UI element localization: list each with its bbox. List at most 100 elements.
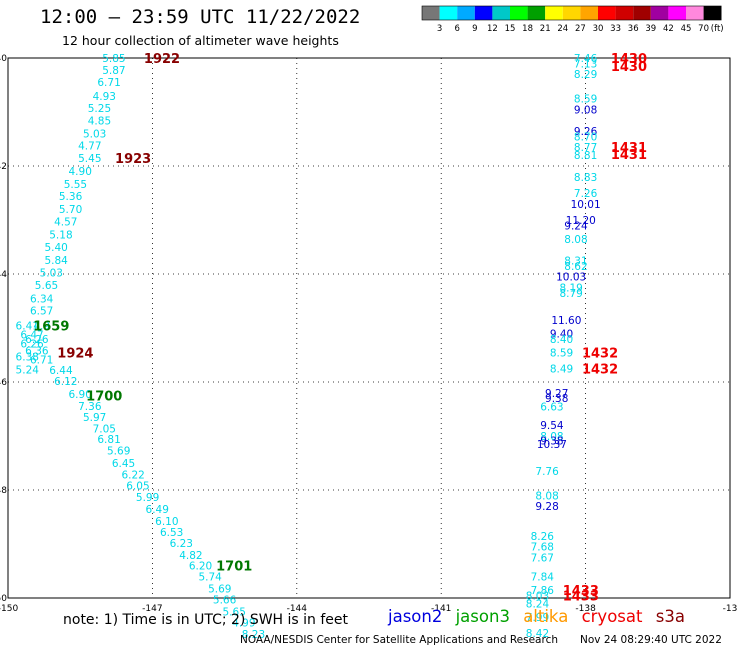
swh-value-label: 5.36 [59, 191, 83, 203]
colorbar-swatch [545, 6, 563, 20]
colorbar-tick-label: 12 [487, 24, 498, 34]
swh-value-label: 5.03 [40, 267, 63, 279]
swh-value-label: 7.26 [574, 188, 598, 200]
swh-value-label: 7.67 [531, 553, 554, 565]
colorbar-tick-label: 21 [540, 24, 551, 34]
swh-value-label: 6.49 [146, 504, 169, 516]
y-tick-label: -48 [0, 486, 7, 496]
swh-value-label: 6.05 [126, 481, 149, 493]
colorbar-tick-label: 3 [437, 24, 442, 34]
colorbar-swatch [457, 6, 475, 20]
swh-value-label: 5.70 [59, 204, 82, 216]
swh-value-label: 5.99 [136, 492, 159, 504]
colorbar-tick-label: 9 [472, 24, 477, 34]
colorbar-tick-label: 27 [575, 24, 586, 34]
colorbar-tick-label: 42 [663, 24, 674, 34]
swh-value-label: 5.87 [102, 65, 125, 77]
legend-cryosat: cryosat [581, 607, 643, 626]
swh-value-label: 8.77 [574, 142, 597, 154]
y-tick-label: -46 [0, 378, 7, 388]
swh-value-label: 8.26 [531, 531, 555, 543]
footer-note: note: 1) Time is in UTC; 2) SWH is in fe… [63, 612, 349, 628]
swh-value-label: 8.81 [574, 150, 597, 162]
y-tick-label: -40 [0, 54, 7, 64]
swh-value-label: 9.38 [545, 393, 568, 405]
swh-value-label: 6.81 [97, 434, 120, 446]
pass-time-label: 1431 [611, 141, 647, 156]
swh-value-label: 8.49 [550, 364, 573, 376]
swh-value-label: 8.08 [564, 234, 587, 246]
y-tick-label: -42 [0, 162, 7, 172]
colorbar-tick-label: 39 [645, 24, 656, 34]
swh-value-label: 4.57 [54, 217, 77, 229]
swh-value-label: 6.26 [25, 334, 49, 346]
pass-time-label: 1431 [611, 148, 647, 163]
legend-jason2: jason2 [388, 607, 443, 626]
colorbar-tick-label: 6 [454, 24, 459, 34]
pass-time-label: 1432 [582, 346, 618, 361]
swh-value-label: 5.97 [83, 412, 106, 424]
swh-value-label: 8.19 [559, 283, 582, 295]
swh-value-label: 7.68 [531, 542, 554, 554]
x-tick-label: -150 [0, 604, 18, 614]
legend-jason3: jason3 [455, 607, 510, 626]
colorbar-tick-label: 18 [522, 24, 533, 34]
swh-value-label: 6.45 [112, 458, 135, 470]
swh-value-label: 5.55 [64, 179, 87, 191]
swh-value-label: 7.13 [574, 58, 597, 70]
colorbar-tick-label: 36 [628, 24, 639, 34]
swh-value-label: 9.27 [545, 388, 568, 400]
swh-value-label: 4.90 [69, 166, 92, 178]
pass-time-label: 1701 [216, 560, 252, 575]
swh-value-label: 5.85 [102, 53, 125, 65]
swh-value-label: 6.47 [20, 329, 43, 341]
swh-value-label: 11.60 [551, 315, 581, 327]
chart-subtitle: 12 hour collection of altimeter wave hei… [62, 33, 339, 48]
colorbar-swatch [527, 6, 546, 20]
swh-value-label: 7.36 [78, 401, 102, 413]
swh-value-label: 6.36 [25, 346, 49, 358]
swh-value-label: 9.40 [550, 328, 573, 340]
swh-value-label: 7.05 [93, 423, 116, 435]
y-tick-label: -50 [0, 594, 7, 604]
colorbar-tick-label: 30 [593, 24, 604, 34]
x-tick-label: -138 [575, 604, 596, 614]
pass-time-label: 1700 [86, 390, 122, 405]
swh-value-label: 7.99 [526, 612, 549, 624]
legend-altika: altika [523, 607, 569, 626]
swh-value-label: 6.41 [16, 320, 39, 332]
swh-value-label: 4.82 [179, 550, 202, 562]
colorbar-swatch [492, 6, 510, 20]
swh-value-label: 8.59 [550, 347, 573, 359]
swh-value-label: 8.31 [564, 256, 587, 268]
swh-value-label: 10.01 [571, 199, 601, 211]
swh-value-label: 8.42 [526, 628, 549, 640]
swh-value-label: 5.65 [35, 280, 58, 292]
pass-time-label: 1432 [582, 363, 618, 378]
pass-time-label: 1923 [115, 152, 151, 167]
x-tick-label: -144 [287, 604, 308, 614]
colorbar-swatch [598, 6, 616, 20]
x-tick-label: -147 [142, 604, 162, 614]
swh-value-label: 4.85 [88, 116, 111, 128]
colorbar-swatch [668, 6, 686, 20]
swh-value-label: 9.28 [535, 501, 558, 513]
chart-title: 12:00 – 23:59 UTC 11/22/2022 [40, 6, 361, 28]
swh-value-label: 8.29 [574, 69, 597, 81]
x-tick-label: -13 [723, 604, 738, 614]
swh-value-label: 6.12 [54, 376, 77, 388]
colorbar-swatch [703, 6, 722, 20]
swh-value-label: 7.86 [531, 585, 555, 597]
pass-time-label: 1433 [563, 584, 599, 599]
swh-value-label: 4.77 [78, 140, 101, 152]
swh-value-label: 6.20 [189, 561, 212, 573]
colorbar-swatch [580, 6, 598, 20]
x-tick-label: -141 [431, 604, 451, 614]
swh-value-label: 8.08 [540, 431, 563, 443]
swh-value-label: 8.24 [526, 598, 550, 610]
plot-frame [7, 57, 731, 599]
swh-value-label: 9.38 [540, 435, 563, 447]
swh-value-label: 7.84 [531, 571, 555, 583]
swh-value-label: 8.79 [559, 288, 582, 300]
